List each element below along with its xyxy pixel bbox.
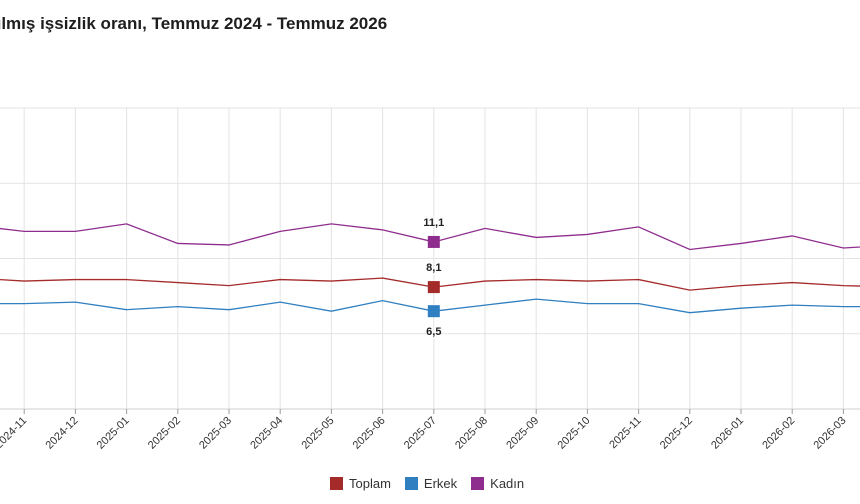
x-tick-label: 2025-11	[607, 415, 643, 451]
legend-swatch-erkek	[404, 477, 418, 490]
legend-item-erkek[interactable]: Erkek	[404, 476, 458, 491]
x-tick-label: 2024-11	[0, 415, 29, 451]
legend-swatch-kadin	[471, 477, 485, 490]
x-tick-label: 2025-02	[146, 415, 183, 452]
x-tick-label: 2025-12	[658, 415, 695, 452]
legend-label-erkek: Erkek	[423, 476, 458, 491]
legend-label-toplam: Toplam	[349, 476, 391, 491]
x-axis: 2024-102024-112024-122025-012025-022025-…	[0, 409, 849, 452]
highlight-marker-kadın	[427, 235, 440, 248]
data-label-kadın: 11,1	[423, 217, 444, 229]
x-tick-label: 2025-06	[351, 415, 388, 452]
line-chart: 2024-102024-112024-122025-012025-022025-…	[0, 107, 860, 452]
legend-label-kadin: Kadın	[490, 476, 525, 491]
legend-swatch-toplam	[330, 477, 343, 490]
highlight-marker-toplam	[427, 281, 440, 294]
chart-title: rılmış işsizlik oranı, Temmuz 2024 - Tem…	[0, 14, 388, 33]
legend: Toplam Erkek Kadın	[330, 476, 524, 491]
gridlines	[0, 107, 860, 410]
x-tick-label: 2025-01	[95, 415, 132, 452]
highlight-marker-erkek	[427, 305, 440, 318]
x-tick-label: 2025-10	[555, 415, 592, 452]
legend-item-kadin[interactable]: Kadın	[471, 476, 524, 491]
data-label-toplam: 8,1	[426, 262, 441, 274]
x-tick-label: 2025-09	[504, 415, 541, 452]
x-tick-label: 2025-03	[197, 415, 234, 452]
x-tick-label: 2026-03	[811, 415, 848, 452]
x-tick-label: 2025-08	[453, 415, 490, 452]
data-label-erkek: 6,5	[426, 326, 441, 338]
highlight-markers: 11,1 8,1 6,5	[423, 217, 444, 338]
x-tick-label: 2026-02	[760, 415, 797, 452]
x-tick-label: 2026-01	[709, 415, 746, 452]
x-tick-label: 2024-12	[43, 415, 80, 452]
legend-item-toplam[interactable]: Toplam	[330, 476, 391, 491]
x-tick-label: 2025-07	[402, 415, 439, 452]
x-tick-label: 2025-05	[299, 415, 336, 452]
x-tick-label: 2025-04	[248, 415, 285, 452]
